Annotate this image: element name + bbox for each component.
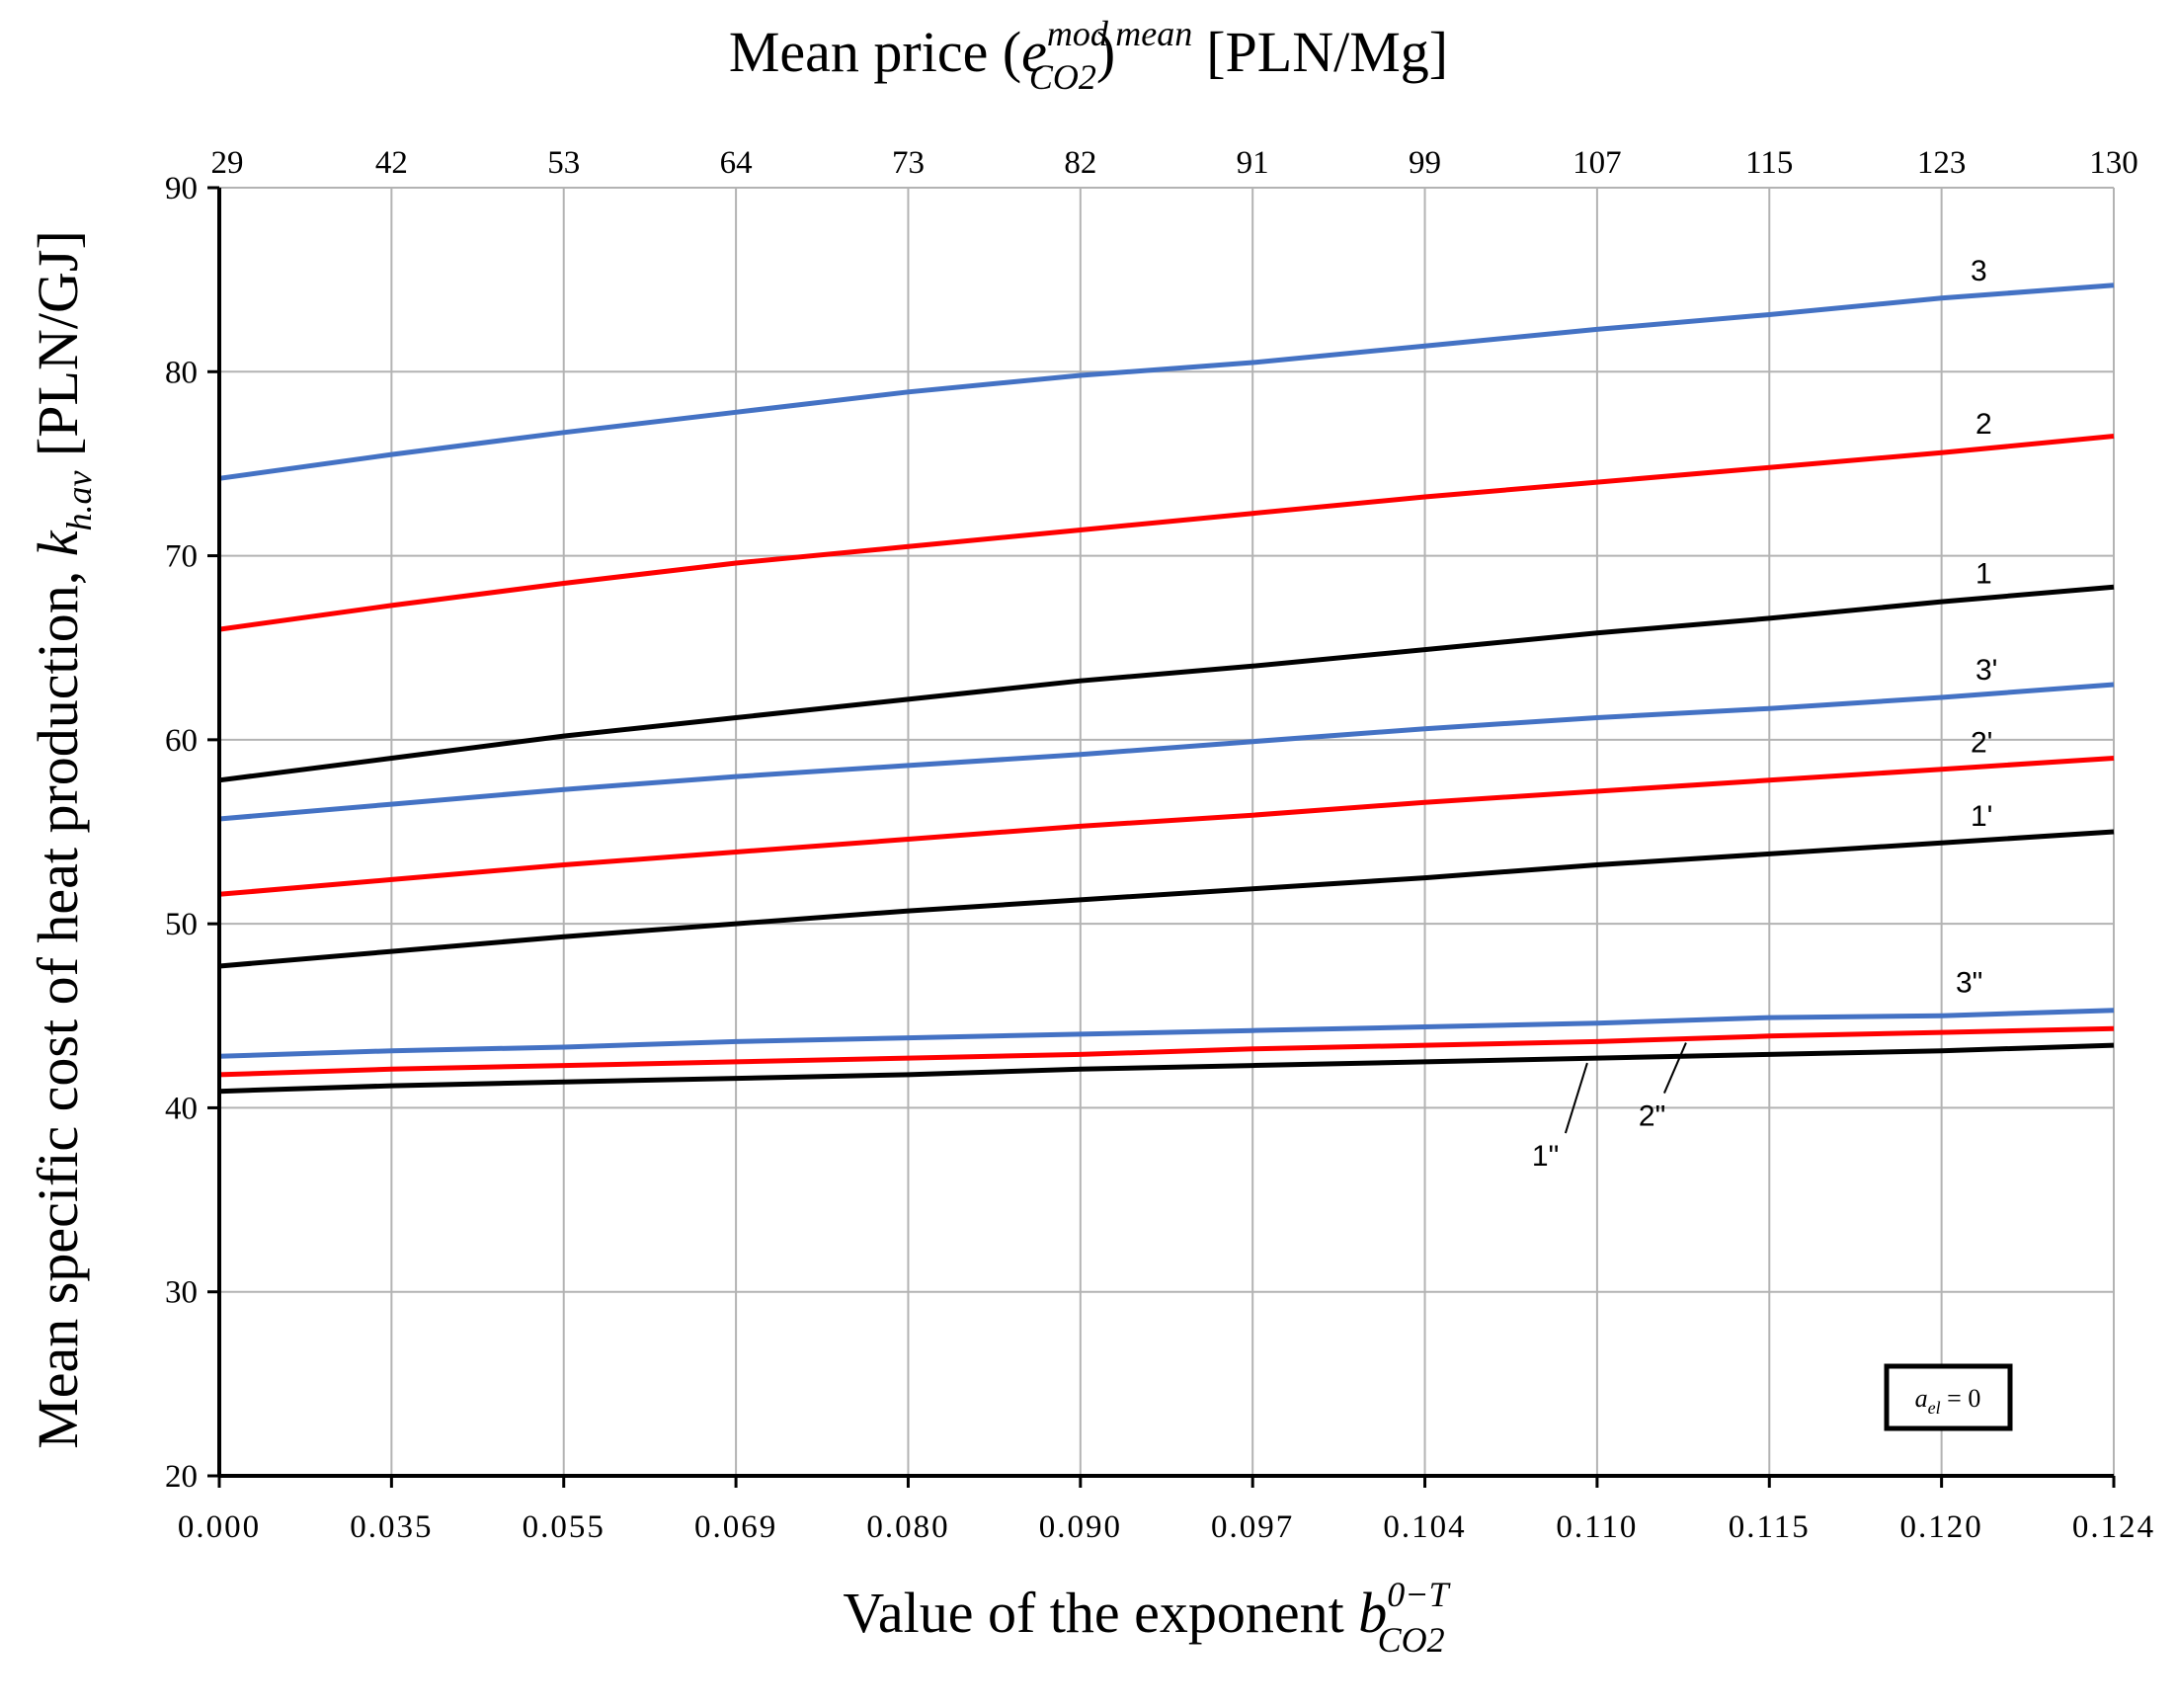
tick-labels: 20 30 40 50 60 70 80 90 0.000 0.035 0.055 0.069 0.08… xyxy=(165,145,2155,1545)
curve-label: 3" xyxy=(1956,967,1982,1000)
axes xyxy=(207,186,2116,1488)
series-line-7 xyxy=(218,1008,2115,1059)
y-tick-label: 80 xyxy=(165,355,198,390)
top-tick-label: 53 xyxy=(547,145,580,181)
curve-label: 1 xyxy=(1975,558,1992,591)
top-tick-label: 82 xyxy=(1064,145,1096,181)
x-axis-title: Value of the exponent b0−T CO2 xyxy=(843,1575,1451,1660)
x-tick-label: 0.055 xyxy=(523,1509,605,1545)
x-tick-label: 0.115 xyxy=(1729,1509,1811,1545)
series-line-1 xyxy=(218,283,2115,481)
annotation-box: ael = 0 xyxy=(1884,1363,2013,1431)
x-tick-label: 0.120 xyxy=(1900,1509,1983,1545)
x-tick-label: 0.124 xyxy=(2072,1509,2155,1545)
top-tick-label: 42 xyxy=(375,145,408,181)
y-axis-title: Mean specific cost of heat production, k… xyxy=(26,230,99,1449)
series-line-2 xyxy=(218,434,2115,632)
curve-labels: 3 2 1 3' 2' 1' 3" 2" 1" xyxy=(1532,255,1998,1173)
top-tick-label: 73 xyxy=(892,145,925,181)
y-tick-label: 90 xyxy=(165,171,198,206)
gridlines xyxy=(219,187,2115,1476)
annotation-text: ael = 0 xyxy=(1915,1384,1981,1418)
x-tick-label: 0.110 xyxy=(1556,1509,1638,1545)
x-tick-label: 0.069 xyxy=(694,1509,777,1545)
curve-label: 2" xyxy=(1639,1100,1665,1133)
y-tick-label: 30 xyxy=(165,1275,198,1311)
leader-line xyxy=(1564,1062,1588,1134)
y-tick-label: 50 xyxy=(165,907,198,942)
leader-line xyxy=(1662,1042,1687,1094)
x-tick-label: 0.000 xyxy=(178,1509,261,1545)
curve-label: 1" xyxy=(1532,1140,1559,1173)
series-line-8 xyxy=(218,1025,2115,1078)
curve-label: 2' xyxy=(1971,726,1992,759)
curve-label: 3' xyxy=(1975,654,1997,687)
y-tick-label: 70 xyxy=(165,539,198,575)
series-line-9 xyxy=(218,1042,2115,1095)
series-line-6 xyxy=(218,829,2115,969)
top-axis-title: Mean price (emod CO2)mean [PLN/Mg] xyxy=(729,14,1448,97)
top-tick-label: 64 xyxy=(720,145,753,181)
top-tick-label: 107 xyxy=(1572,145,1622,181)
top-tick-label: 130 xyxy=(2089,145,2138,181)
top-tick-label: 115 xyxy=(1745,145,1793,181)
top-tick-label: 99 xyxy=(1409,145,1441,181)
x-tick-label: 0.035 xyxy=(350,1509,433,1545)
curve-label: 2 xyxy=(1975,408,1992,441)
series-lines xyxy=(218,283,2115,1095)
y-tick-label: 40 xyxy=(165,1091,198,1126)
top-tick-label: 29 xyxy=(211,145,244,181)
y-tick-label: 60 xyxy=(165,723,198,759)
curve-label: 1' xyxy=(1971,800,1992,833)
series-line-5 xyxy=(218,756,2115,897)
y-tick-label: 20 xyxy=(165,1459,198,1495)
top-tick-label: 91 xyxy=(1237,145,1269,181)
x-tick-label: 0.097 xyxy=(1211,1509,1294,1545)
x-tick-label: 0.090 xyxy=(1039,1509,1122,1545)
x-tick-label: 0.104 xyxy=(1383,1509,1466,1545)
curve-label: 3 xyxy=(1971,255,1987,287)
series-line-4 xyxy=(218,682,2115,822)
top-tick-label: 123 xyxy=(1917,145,1967,181)
series-line-3 xyxy=(218,584,2115,783)
x-tick-label: 0.080 xyxy=(866,1509,949,1545)
